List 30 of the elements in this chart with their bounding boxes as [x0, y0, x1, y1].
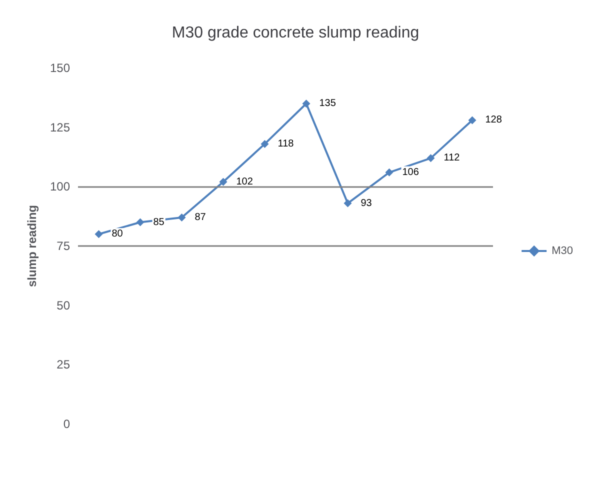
- chart-title: M30 grade concrete slump reading: [172, 24, 420, 42]
- data-label: 112: [444, 152, 460, 164]
- data-label: 85: [153, 216, 165, 228]
- data-label: 102: [236, 176, 254, 188]
- point: [178, 214, 186, 222]
- data-label: 118: [278, 138, 294, 150]
- point: [385, 168, 394, 176]
- y-tick-label: 0: [63, 417, 70, 431]
- y-tick-label: 50: [56, 298, 70, 312]
- y-tick-label: 150: [50, 61, 70, 75]
- point: [302, 100, 310, 108]
- data-label: 128: [485, 114, 502, 126]
- data-label: 80: [112, 228, 124, 240]
- point: [468, 116, 476, 124]
- point: [344, 199, 352, 208]
- point: [219, 178, 228, 186]
- data-label: 87: [194, 212, 206, 224]
- y-tick-label: 75: [56, 239, 70, 253]
- y-tick-label: 100: [50, 180, 70, 194]
- point: [260, 140, 269, 148]
- data-label: 93: [360, 198, 372, 209]
- y-tick-label: 25: [56, 358, 70, 372]
- point: [94, 230, 103, 238]
- data-label: 106: [402, 166, 420, 178]
- point: [136, 218, 144, 226]
- y-axis-title: slump reading: [25, 204, 39, 288]
- legend-label: M30: [552, 245, 574, 257]
- data-label: 135: [319, 98, 336, 110]
- y-tick-label: 125: [50, 120, 70, 134]
- point: [426, 154, 435, 162]
